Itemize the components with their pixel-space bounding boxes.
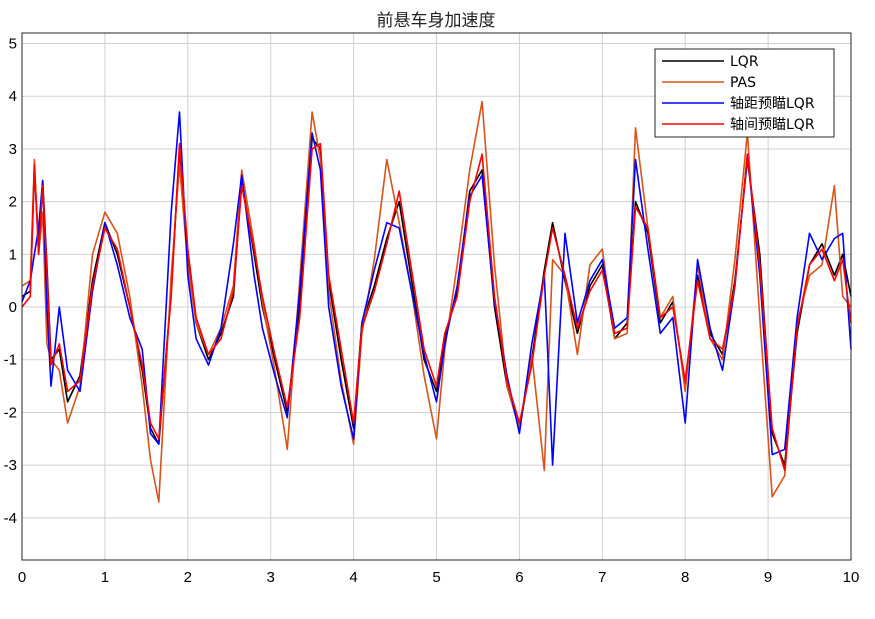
grid-lines [22,33,851,560]
y-tick-label: 2 [9,194,17,211]
legend-box [654,48,835,138]
y-tick-labels: 5 4 3 2 1 0 -1 -2 -3 -4 [4,36,17,527]
x-tick-labels: 0 1 2 3 4 5 6 7 8 9 10 [18,569,860,586]
series-line-pas [21,100,852,503]
legend-label: 轴间预瞄LQR [730,117,815,133]
legend-label: 轴距预瞄LQR [730,96,815,112]
y-tick-label: 4 [9,88,17,105]
x-tick-label: 9 [764,569,772,586]
y-tick-label: 1 [9,246,17,263]
series-line-inter-axle-preview [21,142,852,472]
y-tick-label: -4 [4,510,17,527]
plot-frame [21,32,852,561]
x-tick-label: 6 [515,569,523,586]
x-tick-label: 1 [101,569,109,586]
x-tick-label: 4 [349,569,357,586]
y-tick-label: -2 [4,404,17,421]
x-tick-label: 7 [598,569,606,586]
y-tick-label: 5 [9,36,17,53]
chart-title: 前悬车身加速度 [377,11,496,31]
x-tick-label: 10 [843,569,860,586]
y-tick-label: 0 [9,299,17,316]
x-tick-label: 2 [184,569,192,586]
y-tick-label: 3 [9,141,17,158]
x-tick-label: 3 [267,569,275,586]
x-tick-label: 8 [681,569,689,586]
legend: LQR PAS 轴距预瞄LQR 轴间预瞄LQR [654,48,835,138]
x-tick-label: 0 [18,569,26,586]
series-lines [21,100,852,503]
legend-label: PAS [730,75,756,91]
x-tick-label: 5 [432,569,440,586]
y-tick-label: -1 [4,352,17,369]
legend-label: LQR [730,54,759,70]
series-line-axle-distance-preview [21,111,852,466]
y-tick-label: -3 [4,457,17,474]
